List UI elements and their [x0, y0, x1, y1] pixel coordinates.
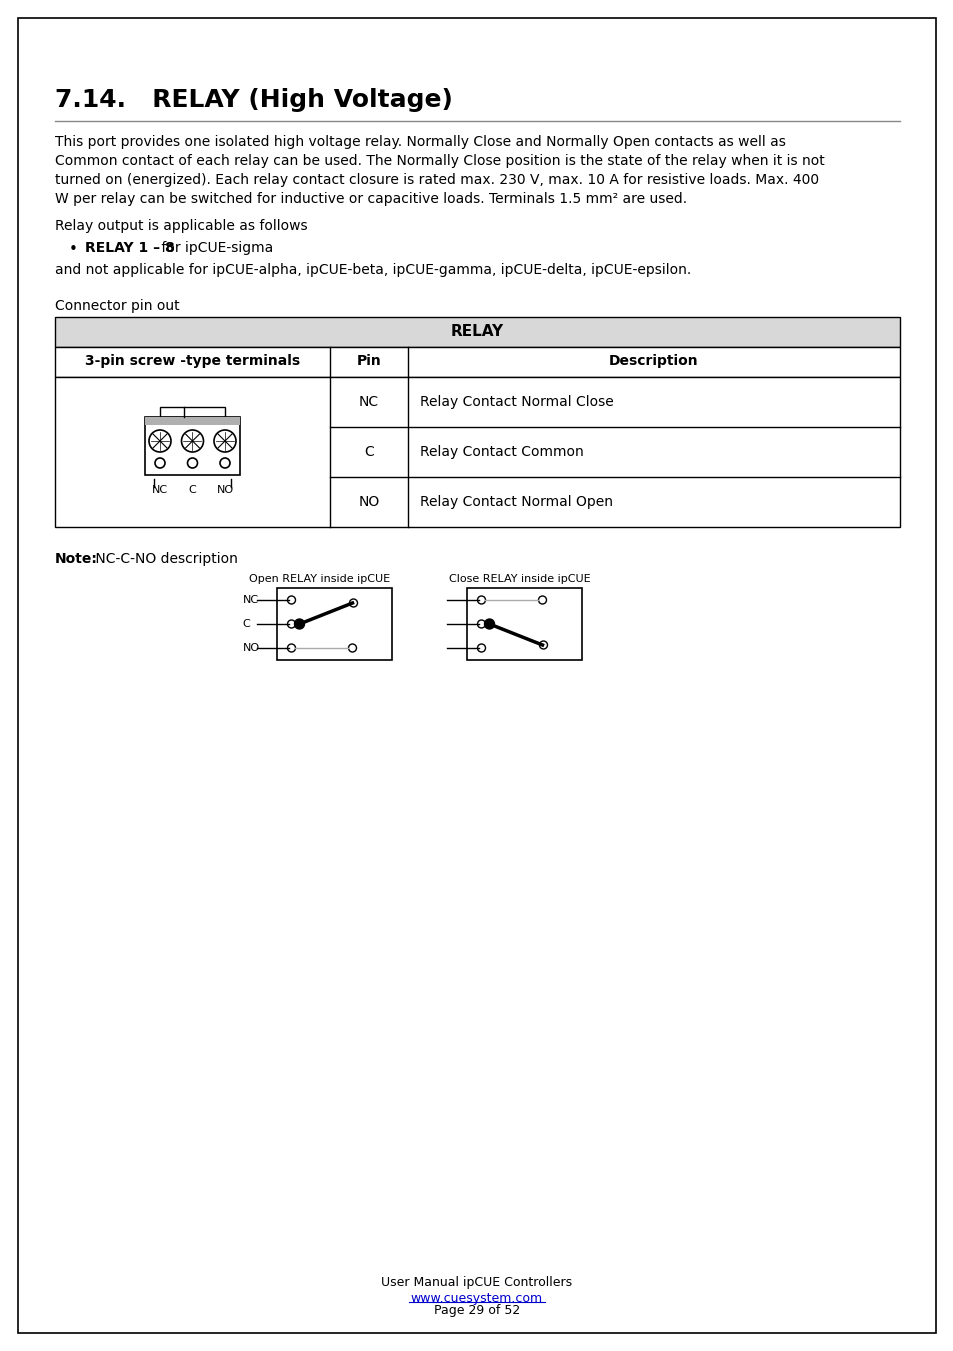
Circle shape	[348, 644, 356, 653]
Text: User Manual ipCUE Controllers: User Manual ipCUE Controllers	[381, 1275, 572, 1289]
Text: NO: NO	[242, 643, 259, 653]
Text: Note:: Note:	[55, 553, 98, 566]
Text: Close RELAY inside ipCUE: Close RELAY inside ipCUE	[449, 574, 590, 584]
Text: www.cuesystem.com: www.cuesystem.com	[411, 1292, 542, 1305]
Text: This port provides one isolated high voltage relay. Normally Close and Normally : This port provides one isolated high vol…	[55, 135, 785, 149]
Text: and not applicable for ipCUE-alpha, ipCUE-beta, ipCUE-gamma, ipCUE-delta, ipCUE-: and not applicable for ipCUE-alpha, ipCU…	[55, 263, 691, 277]
Text: 3-pin screw -type terminals: 3-pin screw -type terminals	[85, 354, 300, 367]
Circle shape	[188, 458, 197, 467]
Circle shape	[539, 640, 547, 648]
Text: NC: NC	[242, 594, 258, 605]
Text: turned on (energized). Each relay contact closure is rated max. 230 V, max. 10 A: turned on (energized). Each relay contac…	[55, 173, 819, 186]
Circle shape	[349, 598, 357, 607]
Circle shape	[220, 458, 230, 467]
Text: NO: NO	[216, 485, 233, 494]
Circle shape	[477, 596, 485, 604]
Text: RELAY 1 – 8: RELAY 1 – 8	[85, 240, 174, 255]
Text: Description: Description	[609, 354, 699, 367]
Circle shape	[181, 430, 203, 453]
Text: Relay Contact Normal Open: Relay Contact Normal Open	[419, 494, 613, 509]
Circle shape	[287, 620, 295, 628]
Text: for ipCUE-sigma: for ipCUE-sigma	[157, 240, 273, 255]
Text: NC: NC	[152, 485, 168, 494]
Text: Relay output is applicable as follows: Relay output is applicable as follows	[55, 219, 307, 232]
Text: C: C	[189, 485, 196, 494]
Text: NC-C-NO description: NC-C-NO description	[91, 553, 237, 566]
Bar	[55, 347, 899, 377]
Bar	[55, 317, 899, 347]
Text: Relay Contact Common: Relay Contact Common	[419, 444, 583, 459]
Text: NO: NO	[358, 494, 379, 509]
Bar	[145, 417, 240, 476]
Text: Connector pin out: Connector pin out	[55, 299, 179, 313]
Circle shape	[477, 620, 485, 628]
Circle shape	[213, 430, 235, 453]
Text: Relay Contact Normal Close: Relay Contact Normal Close	[419, 394, 613, 409]
Circle shape	[294, 619, 304, 630]
Text: Open RELAY inside ipCUE: Open RELAY inside ipCUE	[249, 574, 390, 584]
Circle shape	[287, 644, 295, 653]
Text: 7.14.   RELAY (High Voltage): 7.14. RELAY (High Voltage)	[55, 88, 453, 112]
Circle shape	[537, 596, 546, 604]
Bar	[277, 588, 392, 661]
Circle shape	[484, 619, 494, 630]
Text: C: C	[364, 444, 374, 459]
Text: •: •	[69, 242, 78, 257]
Bar	[160, 407, 225, 417]
Circle shape	[149, 430, 171, 453]
Text: RELAY: RELAY	[451, 323, 503, 339]
Text: C: C	[242, 619, 250, 630]
Text: W per relay can be switched for inductive or capacitive loads. Terminals 1.5 mm²: W per relay can be switched for inductiv…	[55, 192, 686, 205]
Bar	[145, 417, 240, 426]
Text: Page 29 of 52: Page 29 of 52	[434, 1304, 519, 1317]
Text: Common contact of each relay can be used. The Normally Close position is the sta: Common contact of each relay can be used…	[55, 154, 824, 168]
Circle shape	[287, 596, 295, 604]
Circle shape	[477, 644, 485, 653]
Bar	[467, 588, 582, 661]
Text: Pin: Pin	[356, 354, 381, 367]
Bar	[55, 377, 899, 527]
Circle shape	[154, 458, 165, 467]
Text: NC: NC	[358, 394, 378, 409]
